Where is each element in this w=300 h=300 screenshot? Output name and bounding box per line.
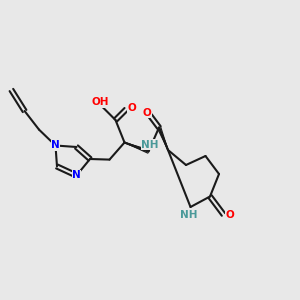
Text: N: N (72, 170, 81, 181)
Text: O: O (128, 103, 136, 113)
Text: NH: NH (180, 209, 198, 220)
Text: OH: OH (92, 97, 109, 107)
Text: O: O (142, 107, 152, 118)
Text: NH: NH (141, 140, 159, 150)
Text: O: O (225, 209, 234, 220)
Text: N: N (51, 140, 60, 151)
